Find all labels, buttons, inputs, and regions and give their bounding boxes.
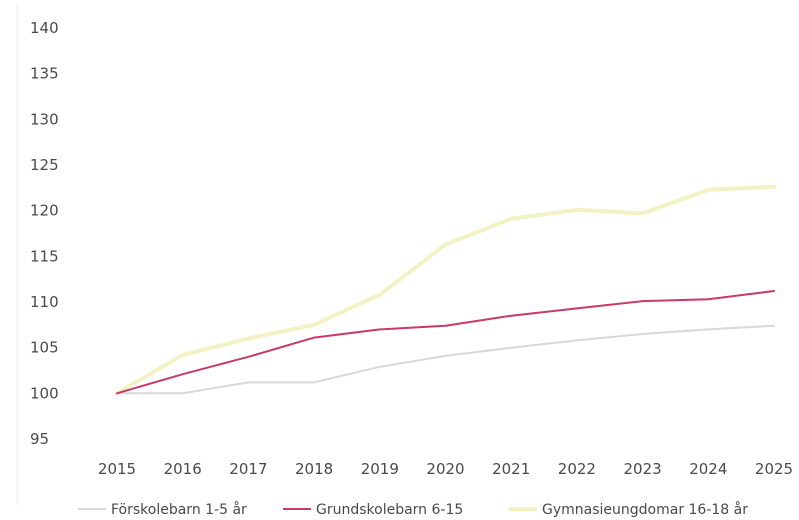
- series-line-0: [116, 324, 775, 395]
- x-tick-label: 2016: [164, 460, 202, 478]
- x-tick-label: 2023: [624, 460, 662, 478]
- y-tick-label: 130: [30, 110, 59, 128]
- x-tick-label: 2022: [558, 460, 596, 478]
- legend-label-1: Grundskolebarn 6-15: [316, 502, 463, 518]
- series-line-1: [116, 290, 775, 395]
- y-tick-label: 95: [30, 430, 49, 448]
- x-tick-label: 2017: [229, 460, 267, 478]
- y-tick-label: 140: [30, 19, 59, 37]
- legend-label-2: Gymnasieungdomar 16-18 år: [542, 501, 748, 518]
- x-axis-ticks: 2015 2016 2017 2018 2019 2020 2021 2022 2023 2024…: [98, 460, 793, 478]
- x-tick-label: 2020: [426, 460, 464, 478]
- y-tick-label: 105: [30, 339, 59, 357]
- y-tick-label: 125: [30, 156, 59, 174]
- x-tick-label: 2024: [689, 460, 727, 478]
- x-tick-label: 2018: [295, 460, 333, 478]
- x-tick-label: 2021: [492, 460, 530, 478]
- legend: Förskolebarn 1-5 år Grundskolebarn 6-15 Gy…: [78, 501, 748, 518]
- y-tick-label: 135: [30, 65, 59, 83]
- y-tick-label: 115: [30, 247, 59, 265]
- y-tick-label: 100: [30, 384, 59, 402]
- y-tick-label: 110: [30, 293, 59, 311]
- x-tick-label: 2019: [361, 460, 399, 478]
- x-tick-label: 2015: [98, 460, 136, 478]
- series-line-2: [115, 184, 776, 396]
- series-lines: [115, 184, 776, 396]
- y-tick-label: 120: [30, 202, 59, 220]
- y-axis-ticks: 95 100 105 110 115 120 125 130 135 140: [30, 19, 59, 448]
- legend-label-0: Förskolebarn 1-5 år: [111, 501, 247, 518]
- x-tick-label: 2025: [755, 460, 793, 478]
